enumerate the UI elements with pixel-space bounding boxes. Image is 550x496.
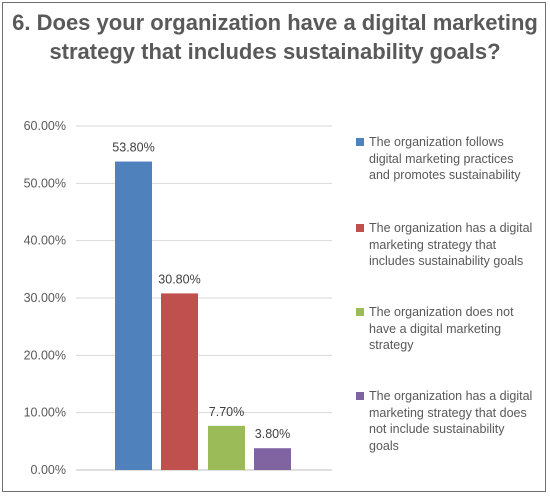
legend-swatch-includes (356, 224, 364, 232)
bar (208, 425, 245, 470)
legend-label: The organization does not have a digital… (369, 305, 514, 352)
bar (115, 161, 152, 470)
chart-frame (2, 2, 546, 492)
chart-title: 6. Does your organization have a digital… (12, 10, 538, 64)
legend-swatch-follows (356, 138, 364, 146)
y-tick-label: 30.00% (24, 291, 66, 305)
legend-swatch-none (356, 308, 364, 316)
bar (254, 448, 291, 470)
data-label: 53.80% (112, 141, 154, 155)
y-tick-label: 50.00% (24, 176, 66, 190)
y-tick-label: 10.00% (24, 406, 66, 420)
legend-label: The organization follows digital marketi… (369, 135, 521, 182)
data-label: 7.70% (209, 405, 244, 419)
data-label: 3.80% (255, 427, 290, 441)
data-label: 30.80% (158, 272, 200, 286)
legend-label: The organization has a digital marketing… (369, 221, 533, 268)
y-tick-label: 60.00% (24, 119, 66, 133)
legend-label: The organization has a digital marketing… (369, 389, 533, 453)
y-tick-label: 40.00% (24, 234, 66, 248)
y-tick-label: 0.00% (31, 463, 66, 477)
legend-swatch-excludes (356, 392, 364, 400)
y-tick-label: 20.00% (24, 348, 66, 362)
bar (161, 293, 198, 470)
